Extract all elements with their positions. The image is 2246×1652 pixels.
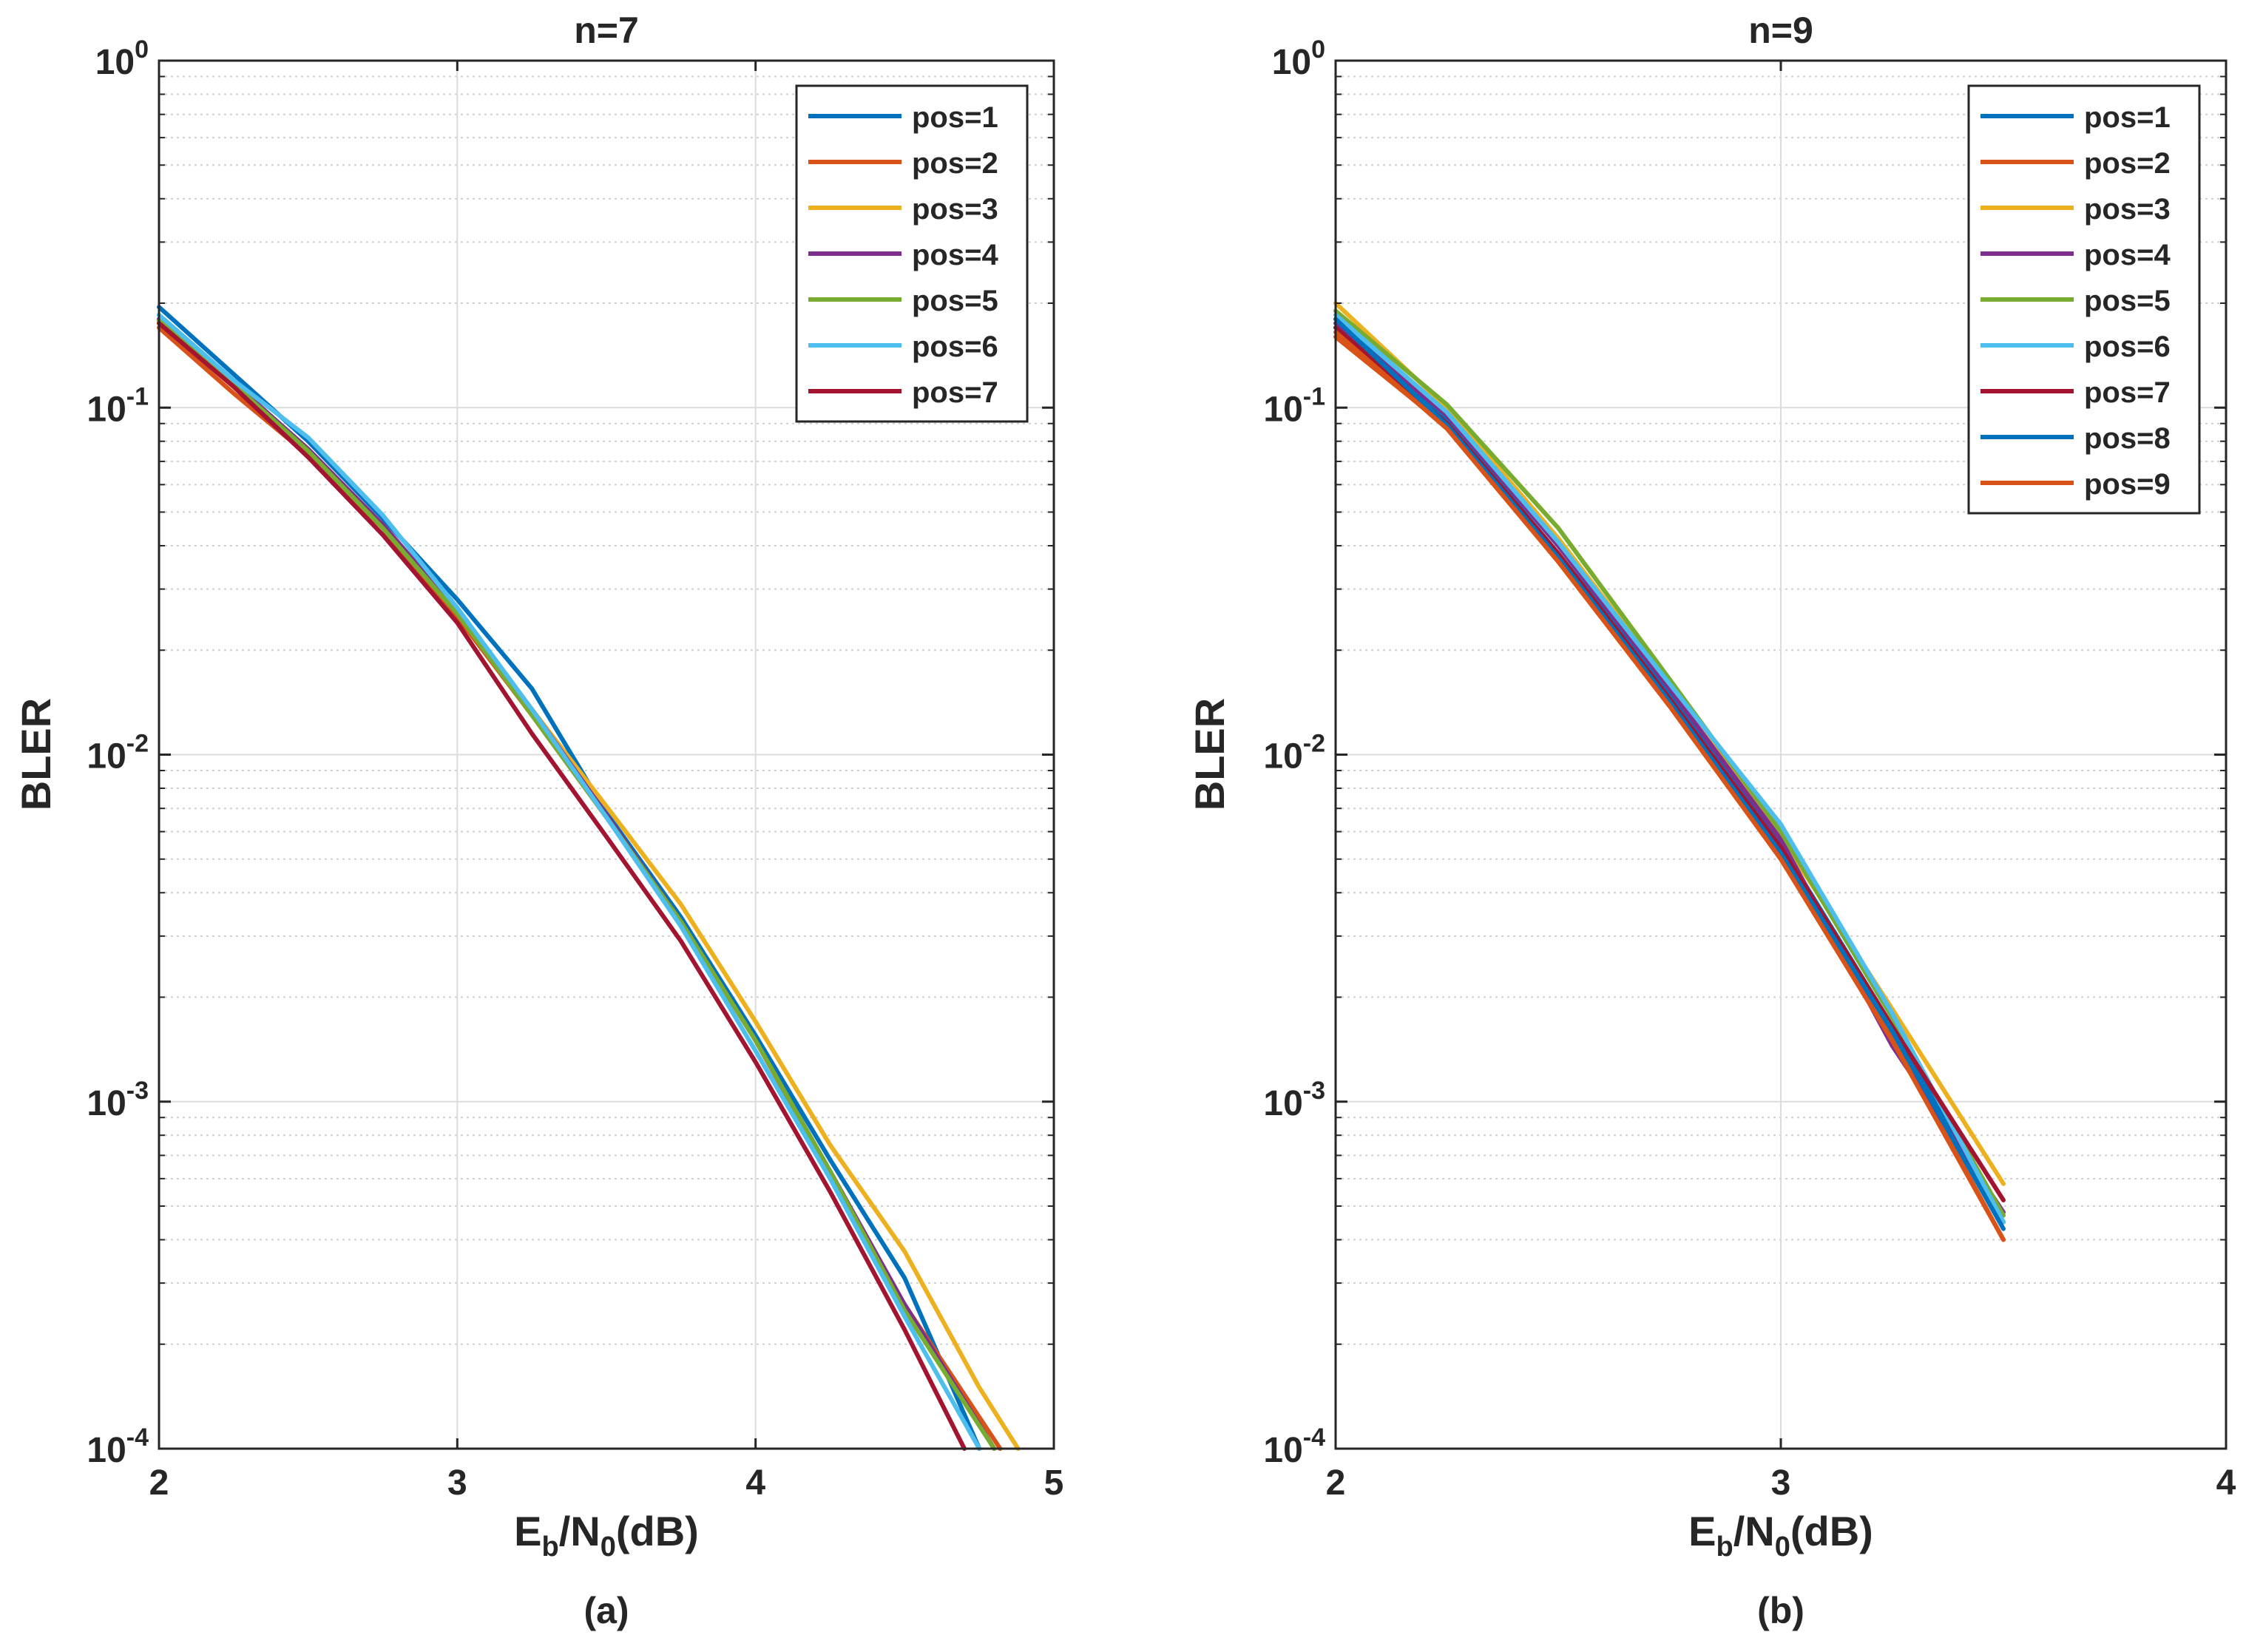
y-tick-labels-b: 100 10-1 10-2 10-3 10-4 (1263, 35, 1325, 1470)
legend-a: pos=1 pos=2 pos=3 pos=4 pos=5 pos=6 pos=7 (795, 84, 1029, 423)
legend-b: pos=1 pos=2 pos=3 pos=4 pos=5 pos=6 pos=7 pos=8… (1967, 84, 2201, 515)
x-tick-labels-b: 2 3 4 (1326, 1463, 2236, 1503)
chart-panel-b: 2 3 4 100 10-1 10-2 10-3 10-4 n=9 BLER Eb/N0(d… (1186, 10, 2236, 1631)
x-tick-label: 4 (745, 1463, 765, 1503)
tick-marks-b (1334, 59, 2228, 1450)
x-tick-label: 3 (447, 1463, 467, 1503)
y-tick-labels-a: 100 10-1 10-2 10-3 10-4 (87, 35, 149, 1470)
y-tick-label: 10-3 (87, 1077, 149, 1123)
legend-label: pos=4 (912, 239, 998, 271)
tick-marks-a (158, 59, 1055, 1450)
x-axis-label-a: Eb/N0(dB) (514, 1508, 699, 1563)
legend-label: pos=2 (2084, 147, 2171, 180)
series-line-pos-6 (1333, 312, 2006, 1225)
chart-title-a: n=7 (574, 10, 639, 51)
legend-label: pos=4 (2084, 239, 2171, 271)
y-axis-label-a: BLER (13, 698, 59, 810)
y-tick-label: 10-4 (1263, 1424, 1325, 1470)
x-tick-label: 4 (2216, 1463, 2236, 1503)
legend-label: pos=5 (912, 285, 998, 317)
x-tick-labels-a: 2 3 4 5 (149, 1463, 1064, 1503)
legend-label: pos=1 (2084, 101, 2171, 134)
x-tick-label: 2 (1326, 1463, 1346, 1503)
chart-panel-a: 2 3 4 5 100 10-1 10-2 10-3 10-4 n=7 BLER Eb/N0(… (13, 10, 1063, 1631)
y-tick-label: 10-1 (1263, 382, 1325, 429)
legend-label: pos=1 (912, 101, 998, 134)
series-lines-a (157, 305, 1021, 1451)
legend-label: pos=3 (912, 193, 998, 226)
y-tick-label: 100 (1272, 35, 1325, 82)
y-tick-label: 10-3 (1263, 1077, 1325, 1123)
caption-a: (a) (584, 1590, 629, 1631)
x-tick-label: 5 (1044, 1463, 1064, 1503)
series-line-pos-8 (1333, 316, 2006, 1231)
caption-b: (b) (1757, 1590, 1804, 1631)
series-line-pos-7 (157, 321, 967, 1451)
y-tick-label: 10-4 (87, 1424, 149, 1470)
series-line-pos-6 (157, 312, 982, 1451)
chart-title-b: n=9 (1748, 10, 1813, 51)
legend-label: pos=7 (2084, 376, 2171, 409)
x-tick-label: 3 (1771, 1463, 1791, 1503)
legend-label: pos=9 (2084, 468, 2171, 501)
y-tick-label: 10-2 (1263, 730, 1325, 776)
legend-label: pos=2 (912, 147, 998, 180)
y-tick-label: 10-1 (87, 382, 149, 429)
legend-label: pos=7 (912, 376, 998, 409)
y-tick-label: 10-2 (87, 730, 149, 776)
x-tick-label: 2 (149, 1463, 169, 1503)
y-axis-label-b: BLER (1186, 698, 1233, 810)
series-line-pos-9 (1333, 330, 2006, 1242)
legend-label: pos=3 (2084, 193, 2171, 226)
x-axis-label-b: Eb/N0(dB) (1688, 1508, 1873, 1563)
y-tick-label: 100 (95, 35, 149, 82)
legend-label: pos=5 (2084, 285, 2171, 317)
legend-label: pos=8 (2084, 422, 2171, 455)
legend-label: pos=6 (912, 331, 998, 363)
series-lines-b (1333, 301, 2006, 1242)
legend-label: pos=6 (2084, 331, 2171, 363)
